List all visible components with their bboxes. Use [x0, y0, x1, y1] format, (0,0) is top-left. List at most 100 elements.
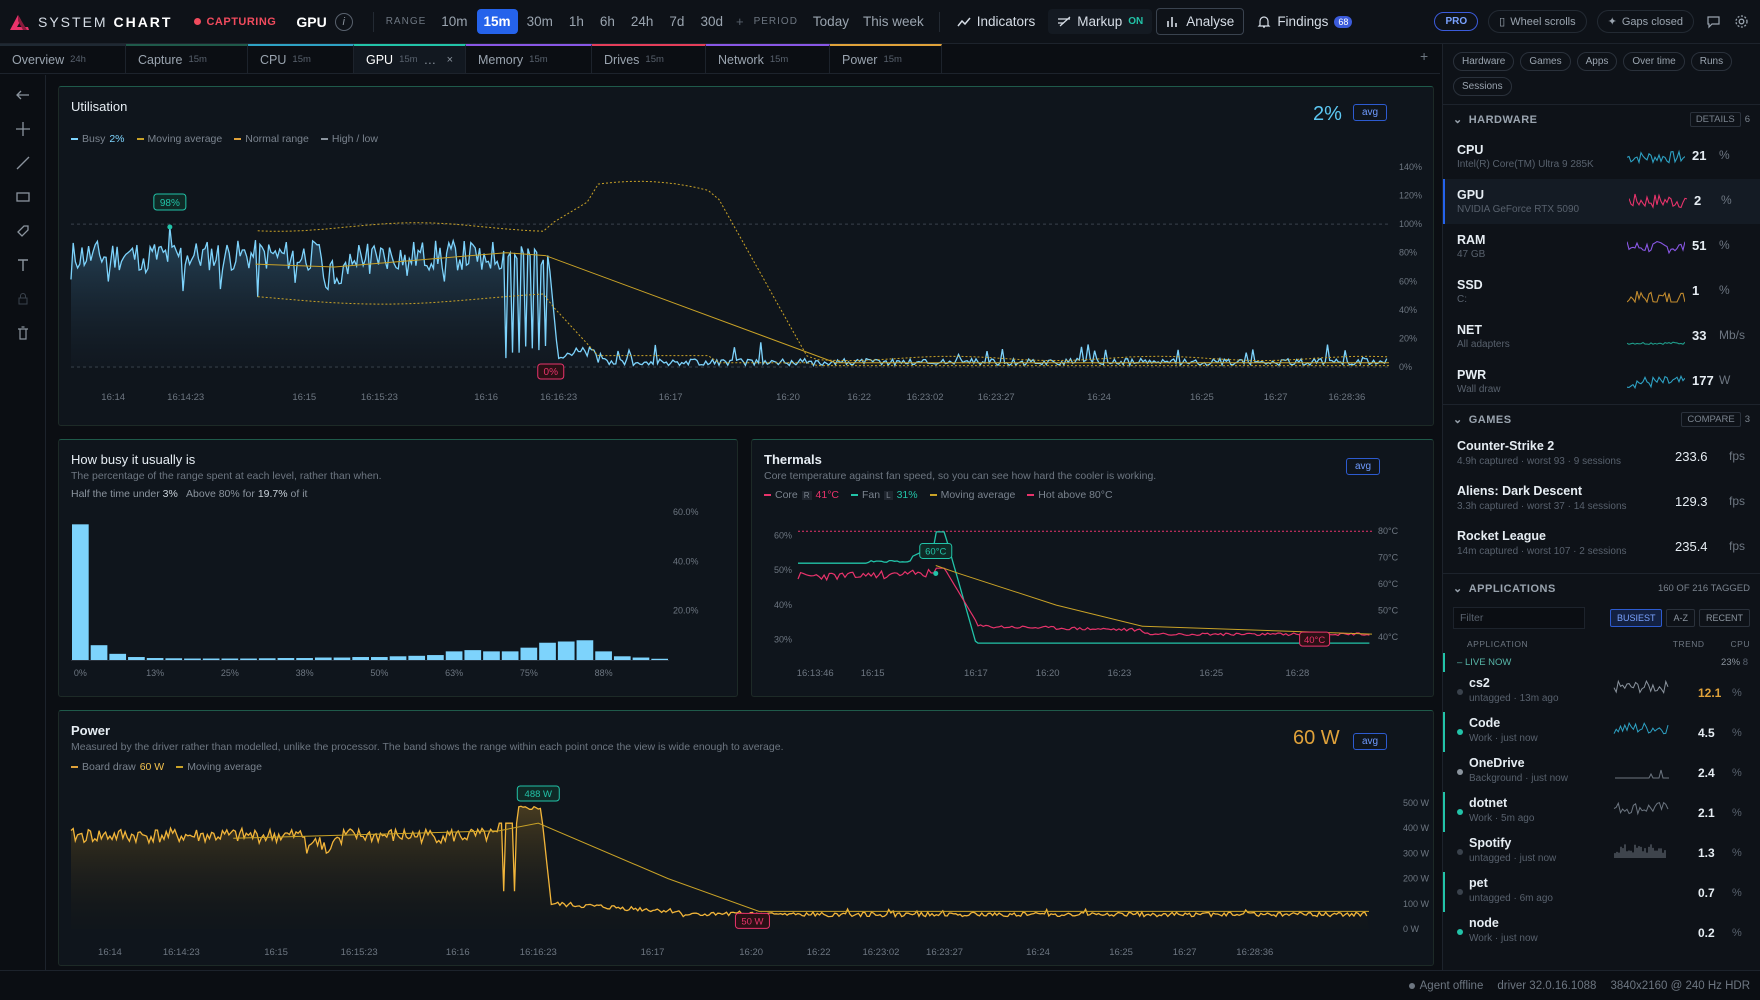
histogram-bar[interactable] — [613, 656, 631, 660]
legend-moving-average[interactable]: Moving average — [176, 761, 262, 773]
histogram-bar[interactable] — [184, 658, 201, 660]
tab-network[interactable]: Network 15m — [706, 44, 830, 73]
legend-busy[interactable]: Busy 2% — [71, 133, 125, 145]
thermals-chart[interactable]: 60% 50% 40% 30% 80°C 70°C 60°C 50°C 40°C 60°C 40°C… — [752, 440, 1435, 698]
text-tool-icon[interactable] — [15, 257, 31, 273]
app-item-cs2[interactable]: cs2 untagged · 13m ago 12.1% — [1443, 672, 1760, 712]
range-option[interactable]: 24h — [630, 14, 654, 29]
capturing-indicator[interactable]: CAPTURING — [194, 16, 276, 28]
games-header[interactable]: ⌄ GAMES COMPARE 3 — [1443, 404, 1760, 434]
histogram-bar[interactable] — [277, 658, 295, 660]
rectangle-tool-icon[interactable] — [15, 189, 31, 205]
histogram-bar[interactable] — [501, 651, 519, 660]
crosshair-icon[interactable] — [15, 121, 31, 137]
range-option[interactable]: 15m — [476, 9, 518, 34]
power-avg-button[interactable]: avg — [1353, 733, 1388, 750]
histogram-bar[interactable] — [240, 658, 257, 660]
period-this-week[interactable]: This week — [862, 14, 924, 29]
sort-busiest[interactable]: BUSIEST — [1609, 609, 1663, 627]
markup-button[interactable]: Markup ON — [1048, 9, 1153, 34]
wheel-scrolls-toggle[interactable]: ▯ Wheel scrolls — [1488, 10, 1587, 33]
app-item-onedrive[interactable]: OneDrive Background · just now 2.4% — [1443, 752, 1760, 792]
back-arrow-icon[interactable] — [15, 87, 31, 103]
range-option[interactable]: 30m — [526, 14, 553, 29]
histogram-bar[interactable] — [72, 524, 89, 660]
tab-power[interactable]: Power 15m — [830, 44, 942, 73]
settings-gear-icon[interactable] — [1732, 13, 1750, 31]
histogram-bar[interactable] — [445, 651, 463, 660]
histogram-bar[interactable] — [296, 658, 313, 660]
add-icon[interactable]: + — [735, 14, 744, 29]
legend-moving-average[interactable]: Moving average — [136, 133, 222, 145]
hardware-net[interactable]: NET All adapters 33 Mb/s — [1443, 314, 1760, 359]
range-option[interactable]: 6h — [599, 14, 615, 29]
tab-overview[interactable]: Overview 24h — [0, 44, 126, 73]
histogram-bar[interactable] — [632, 657, 650, 660]
range-option[interactable]: 30d — [700, 14, 723, 29]
app-item-node[interactable]: node Work · just now 0.2% — [1443, 912, 1760, 952]
histogram-bar[interactable] — [90, 645, 108, 660]
tab-gpu[interactable]: GPU 15m … × — [354, 44, 466, 73]
histogram-bar[interactable] — [128, 657, 145, 660]
histogram-bar[interactable] — [352, 657, 369, 660]
info-icon[interactable]: i — [334, 12, 353, 31]
tab-cpu[interactable]: CPU 15m — [248, 44, 354, 73]
hardware-cpu[interactable]: CPU Intel(R) Core(TM) Ultra 9 285K 21% — [1443, 134, 1760, 179]
trash-icon[interactable] — [15, 325, 31, 341]
compare-button[interactable]: COMPARE — [1681, 412, 1741, 427]
histogram-bar[interactable] — [651, 658, 668, 660]
range-option[interactable]: 10m — [441, 14, 468, 29]
chip-apps[interactable]: Apps — [1576, 52, 1618, 71]
legend-core[interactable]: Core R 41°C — [764, 489, 839, 501]
app-item-spotify[interactable]: Spotify untagged · just now 1.3% — [1443, 832, 1760, 872]
histogram-bar[interactable] — [109, 653, 127, 660]
histogram-bar[interactable] — [520, 647, 538, 660]
chip-runs[interactable]: Runs — [1690, 52, 1733, 71]
gaps-closed-toggle[interactable]: ✦ Gaps closed — [1596, 10, 1694, 33]
histogram-bar[interactable] — [576, 640, 594, 660]
legend-high-low[interactable]: High / low — [320, 133, 378, 145]
histogram-bar[interactable] — [165, 658, 183, 660]
legend-board-draw[interactable]: Board draw 60 W — [71, 761, 164, 773]
metric-selector[interactable]: GPU — [296, 13, 327, 30]
tag-tool-icon[interactable] — [15, 223, 31, 239]
chip-hardware[interactable]: Hardware — [1453, 52, 1515, 71]
tab-drives[interactable]: Drives 15m — [592, 44, 706, 73]
add-tab-button[interactable]: + — [1420, 48, 1429, 64]
line-tool-icon[interactable] — [15, 155, 31, 171]
game-item[interactable]: Counter-Strike 2 4.9h captured · worst 93… — [1443, 434, 1760, 479]
range-option[interactable]: 1h — [568, 14, 584, 29]
tab-capture[interactable]: Capture 15m — [126, 44, 248, 73]
chip-sessions[interactable]: Sessions — [1453, 77, 1512, 96]
live-now-group[interactable]: – LIVE NOW 23% 8 — [1443, 653, 1760, 672]
hardware-ssd[interactable]: SSD C: 1% — [1443, 269, 1760, 314]
histogram-bar[interactable] — [333, 657, 351, 660]
close-tab-icon[interactable]: × — [446, 53, 453, 66]
histogram-bar[interactable] — [146, 658, 164, 660]
range-option[interactable]: 7d — [669, 14, 685, 29]
tab-more-icon[interactable]: … — [423, 52, 437, 67]
histogram-bar[interactable] — [258, 658, 276, 660]
app-item-pet[interactable]: pet untagged · 6m ago 0.7% — [1443, 872, 1760, 912]
legend-moving-average[interactable]: Moving average — [929, 489, 1015, 501]
hardware-pwr[interactable]: PWR Wall draw 177 W — [1443, 359, 1760, 404]
app-item-dotnet[interactable]: dotnet Work · 5m ago 2.1% — [1443, 792, 1760, 832]
lock-icon[interactable] — [15, 291, 31, 307]
details-button[interactable]: DETAILS — [1689, 112, 1741, 127]
chip-games[interactable]: Games — [1520, 52, 1571, 71]
histogram-bar[interactable] — [483, 651, 500, 660]
histogram-bar[interactable] — [464, 650, 482, 660]
pro-badge[interactable]: PRO — [1434, 12, 1479, 31]
applications-header[interactable]: ⌄ APPLICATIONS 160 OF 216 TAGGED — [1443, 573, 1760, 603]
chip-over-time[interactable]: Over time — [1623, 52, 1685, 71]
utilisation-chart[interactable]: 140% 120% 100% 80% 60% 40% 20% 0% 98% 0% 16:14 16:1… — [59, 87, 1435, 427]
hardware-gpu[interactable]: GPU NVIDIA GeForce RTX 5090 2% — [1443, 179, 1760, 224]
histogram-bar[interactable] — [557, 641, 575, 661]
tab-memory[interactable]: Memory 15m — [466, 44, 592, 73]
legend-normal-range[interactable]: Normal range — [234, 133, 309, 145]
histogram-bar[interactable] — [408, 655, 426, 660]
game-item[interactable]: Aliens: Dark Descent 3.3h captured · wors… — [1443, 479, 1760, 524]
sort-recent[interactable]: RECENT — [1698, 609, 1750, 627]
histogram-bar[interactable] — [427, 655, 444, 660]
hardware-ram[interactable]: RAM 47 GB 51% — [1443, 224, 1760, 269]
